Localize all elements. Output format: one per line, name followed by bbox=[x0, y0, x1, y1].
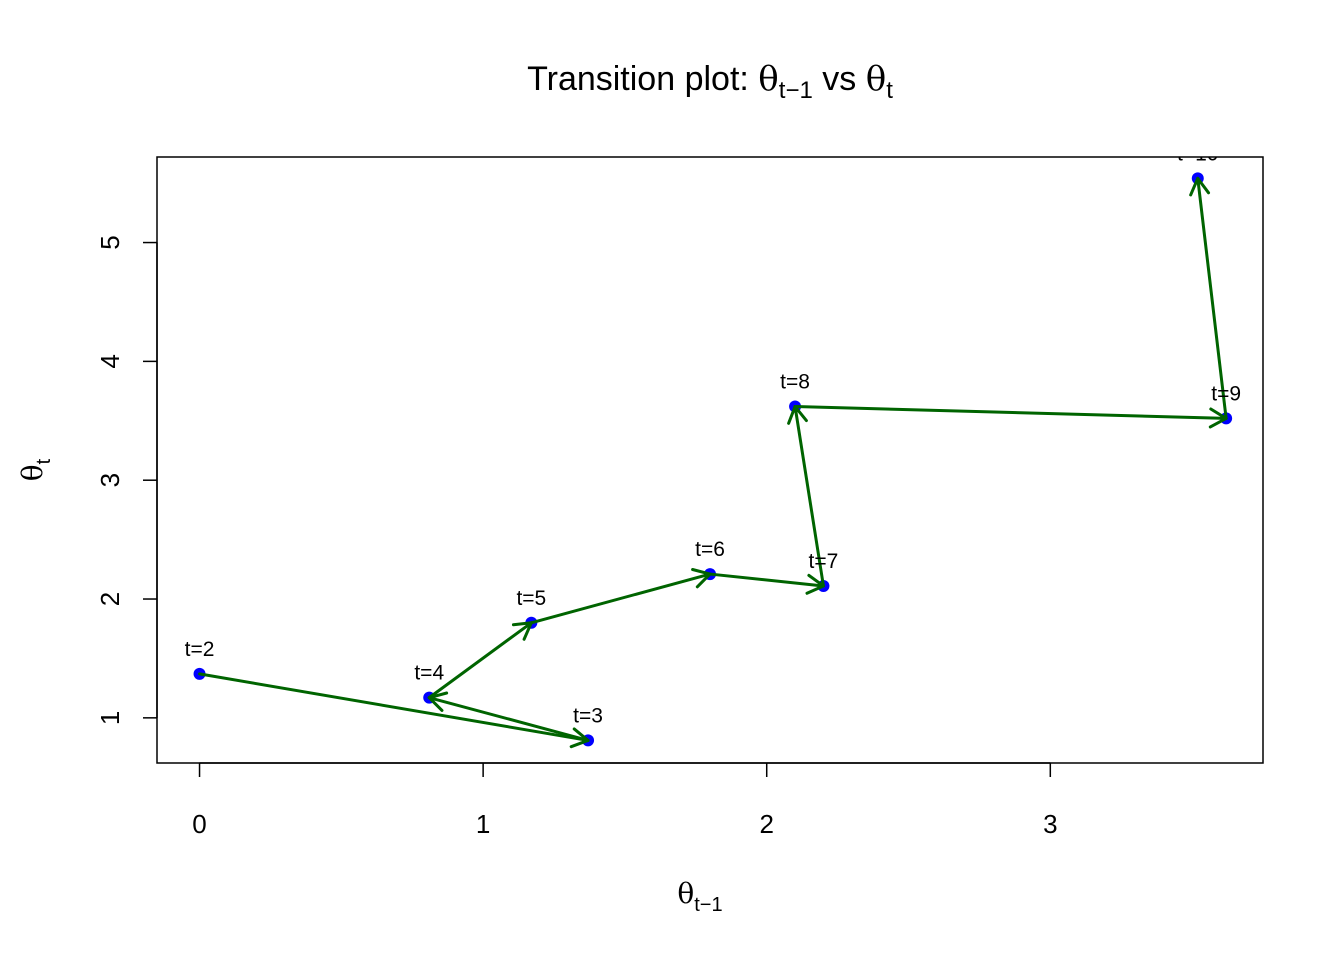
y-tick-label: 2 bbox=[95, 592, 125, 606]
point-label: t=8 bbox=[780, 371, 810, 394]
point-label: t=5 bbox=[516, 587, 546, 610]
y-tick-label: 5 bbox=[95, 235, 125, 249]
arrows-layer bbox=[198, 176, 1228, 749]
x-axis-label-theta: θ bbox=[677, 877, 694, 910]
x-axis: 0 1 2 3 bbox=[192, 762, 1058, 839]
chart-title-theta-1: θ bbox=[758, 59, 778, 99]
transition-arrow-head bbox=[1189, 176, 1211, 197]
transition-arrow bbox=[427, 621, 533, 700]
point-label: t=9 bbox=[1211, 382, 1241, 405]
plot-frame bbox=[156, 156, 1264, 764]
chart-title-sub-2: t bbox=[886, 77, 893, 104]
transition-arrow bbox=[793, 405, 1228, 420]
y-axis-label-sub: t bbox=[33, 458, 55, 464]
chart-title-mid: vs bbox=[813, 60, 866, 98]
chart-title-sub-1: t−1 bbox=[779, 77, 813, 104]
transition-arrow bbox=[708, 572, 825, 588]
point-label: t=6 bbox=[695, 538, 725, 561]
y-axis: 1 2 3 4 5 bbox=[95, 235, 158, 725]
y-axis-label-theta: θ bbox=[16, 464, 49, 481]
point-label: t=2 bbox=[185, 638, 215, 661]
y-tick-label: 4 bbox=[95, 354, 125, 368]
x-tick-label: 3 bbox=[1043, 809, 1057, 839]
point-label: t=7 bbox=[809, 550, 839, 573]
transition-arrow bbox=[793, 405, 825, 588]
point-labels-layer: t=2 t=3 t=4 t=5 t=6 t=7 t=8 t=9 t=10 bbox=[185, 142, 1241, 727]
y-axis-label: θt bbox=[16, 458, 55, 481]
transition-arrow bbox=[529, 572, 712, 625]
chart-title: Transition plot: θt−1 vs θt bbox=[527, 59, 893, 104]
y-tick-label: 1 bbox=[95, 711, 125, 725]
transition-arrow bbox=[198, 672, 590, 742]
transition-arrow bbox=[1196, 176, 1228, 420]
chart-title-theta-2: θ bbox=[866, 59, 886, 99]
transition-arrow bbox=[427, 696, 590, 742]
point-label: t=10 bbox=[1177, 142, 1218, 165]
x-tick-label: 2 bbox=[759, 809, 773, 839]
points-layer bbox=[193, 172, 1233, 747]
x-tick-label: 0 bbox=[192, 809, 206, 839]
x-axis-label: θt−1 bbox=[677, 877, 722, 916]
chart-title-prefix: Transition plot: bbox=[527, 60, 758, 98]
point-label: t=4 bbox=[414, 662, 444, 685]
x-tick-label: 1 bbox=[476, 809, 490, 839]
point-label: t=3 bbox=[573, 704, 603, 727]
x-axis-label-sub: t−1 bbox=[694, 894, 722, 916]
y-tick-label: 3 bbox=[95, 473, 125, 487]
